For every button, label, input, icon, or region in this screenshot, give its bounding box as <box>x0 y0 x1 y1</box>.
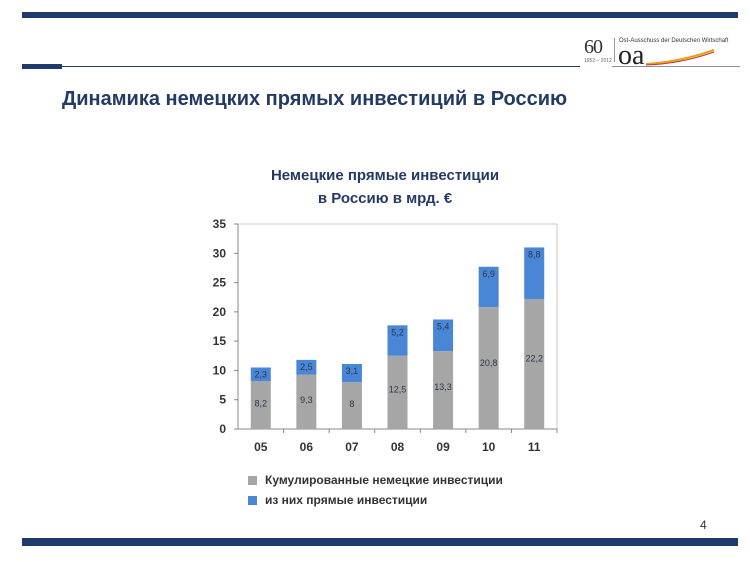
data-label-direct: 5,4 <box>437 321 450 331</box>
bar-cumulative <box>296 374 317 429</box>
header-rule <box>62 66 580 67</box>
bar-direct <box>433 319 454 352</box>
bar-cumulative <box>524 298 545 429</box>
y-tick-label: 15 <box>213 334 227 348</box>
legend-item-cumulative: Кумулированные немецкие инвестиции <box>248 470 503 490</box>
legend-label-cumulative: Кумулированные немецкие инвестиции <box>265 473 503 487</box>
x-tick-label: 07 <box>345 440 359 454</box>
data-label-cumulative: 8 <box>349 399 354 409</box>
y-tick-label: 30 <box>213 246 227 260</box>
bar-direct <box>296 359 317 375</box>
chart-title-line-1: Немецкие прямые инвестиции <box>270 167 500 184</box>
x-tick-label: 11 <box>528 440 541 454</box>
data-label-direct: 8,8 <box>528 249 541 259</box>
data-label-direct: 6,9 <box>482 269 495 279</box>
bar-cumulative <box>387 355 408 429</box>
data-label-cumulative: 8,2 <box>255 399 268 409</box>
data-label-direct: 3,1 <box>346 366 359 376</box>
top-bar <box>22 12 738 18</box>
y-tick-label: 5 <box>219 393 226 407</box>
data-label-cumulative: 12,5 <box>389 385 407 395</box>
y-tick-label: 0 <box>219 422 226 436</box>
data-label-direct: 5,2 <box>391 327 404 337</box>
page-title: Динамика немецких прямых инвестиций в Ро… <box>62 88 568 110</box>
logo-mark: oa <box>618 40 645 71</box>
x-tick-label: 06 <box>300 440 314 454</box>
bar-direct <box>524 247 545 299</box>
logo-org-name: Ost-Ausschuss der Deutschen Wirtschaft <box>619 38 729 44</box>
data-label-cumulative: 20,8 <box>480 358 498 368</box>
x-tick-label: 10 <box>482 440 496 454</box>
logo-swoosh-icon <box>645 49 715 66</box>
bar-cumulative <box>250 380 271 429</box>
bar-direct <box>341 363 362 383</box>
bottom-bar <box>22 538 738 546</box>
bar-cumulative <box>341 382 362 429</box>
legend-swatch-direct <box>248 495 257 505</box>
chart-title: Немецкие прямые инвестиции в Россию в мр… <box>230 164 540 210</box>
y-tick-label: 10 <box>213 363 227 377</box>
x-tick-label: 09 <box>436 440 450 454</box>
legend-item-direct: из них прямые инвестиции <box>248 490 503 510</box>
logo-rule <box>612 66 740 67</box>
y-tick-label: 25 <box>213 276 227 290</box>
bar-direct <box>478 266 499 308</box>
logo-divider <box>614 38 615 62</box>
header-rule-accent <box>22 64 62 69</box>
chart-title-line-2: в Россию в мрд. € <box>317 190 453 207</box>
bar-cumulative <box>433 351 454 429</box>
data-label-cumulative: 9,3 <box>300 395 313 405</box>
data-label-cumulative: 13,3 <box>434 382 452 392</box>
chart-legend: Кумулированные немецкие инвестиции из ни… <box>248 470 503 510</box>
logo-anniversary: 60 <box>584 36 603 58</box>
page-number: 4 <box>700 518 707 532</box>
ost-ausschuss-logo: 60 1952 – 2012 Ost-Ausschuss der Deutsch… <box>584 36 740 71</box>
legend-label-direct: из них прямые инвестиции <box>265 493 428 507</box>
logo-years: 1952 – 2012 <box>584 58 612 64</box>
bar-direct <box>387 325 408 356</box>
x-tick-label: 08 <box>391 440 405 454</box>
data-label-direct: 2,5 <box>300 362 313 372</box>
x-tick-label: 05 <box>254 440 268 454</box>
bar-cumulative <box>478 307 499 429</box>
data-label-direct: 2,3 <box>255 370 268 380</box>
y-tick-label: 20 <box>213 305 227 319</box>
bar-direct <box>250 367 271 381</box>
legend-swatch-cumulative <box>248 475 257 485</box>
investment-chart: 051015202530358,22,3059,32,50683,10712,5… <box>213 217 558 454</box>
data-label-cumulative: 22,2 <box>525 353 543 363</box>
y-tick-label: 35 <box>213 217 227 231</box>
